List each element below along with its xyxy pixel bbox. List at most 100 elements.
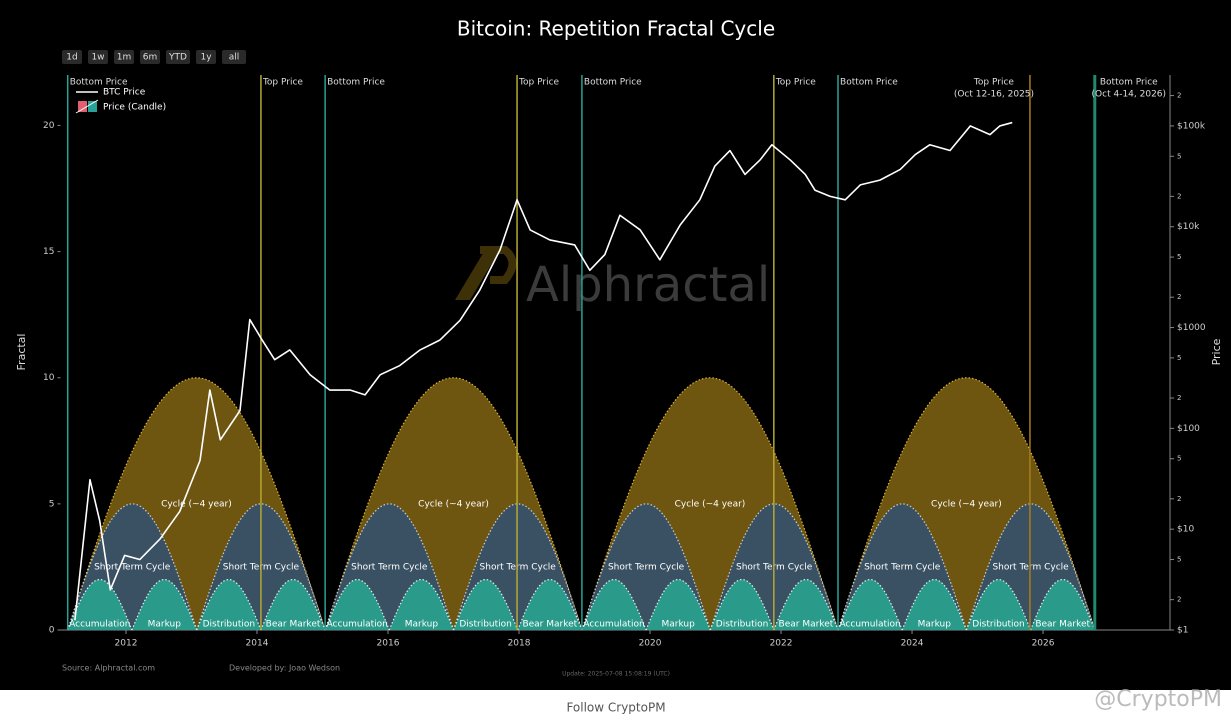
cycle-label: Bear Market [779, 620, 834, 630]
cycle-arch [260, 579, 326, 630]
cycle-arch [902, 579, 967, 630]
cycle-outline [67, 503, 198, 631]
range-button-label[interactable]: all [229, 53, 240, 63]
cycle-outline [452, 503, 583, 631]
cycle-label: Short Term Cycle [351, 563, 428, 573]
cycle-outline [965, 503, 1096, 631]
cycle-label: Cycle (~4 year) [675, 500, 746, 510]
y2-tick-label: $100k [1177, 121, 1206, 131]
range-button-label[interactable]: 1m [117, 53, 132, 63]
cycle-arch [1030, 579, 1095, 630]
range-button-label[interactable]: 1w [91, 53, 104, 63]
range-button-bg[interactable] [196, 50, 216, 64]
event-label: Bottom Price [70, 78, 128, 88]
range-button[interactable]: YTD [166, 50, 190, 64]
range-button-label[interactable]: 6m [143, 53, 158, 63]
x-tick-label: 2014 [246, 639, 269, 649]
cycle-arch [773, 579, 839, 630]
range-button[interactable]: all [222, 50, 246, 64]
legend-candle-icon [88, 101, 97, 112]
range-button[interactable]: 1m [114, 50, 134, 64]
cycle-outline [837, 377, 1096, 631]
cycle-label: Cycle (~4 year) [931, 500, 1002, 510]
y2-tick-label: 2 [1177, 596, 1181, 604]
cycle-arch [966, 579, 1031, 630]
y2-tick-label: 5 [1177, 455, 1181, 463]
cycle-label: Short Term Cycle [992, 563, 1069, 573]
y-tick-label: 0 [49, 626, 55, 636]
x-tick-label: 2024 [901, 639, 924, 649]
event-label: Top Price [973, 78, 1014, 88]
event-label: Bottom Price [840, 78, 898, 88]
legend: BTC Price Price (Candle) [75, 88, 166, 114]
x-tick-label: 2022 [770, 639, 793, 649]
cycle-label: Distribution [203, 620, 256, 630]
cycle-label: Accumulation [839, 620, 900, 630]
range-button[interactable]: 1y [196, 50, 216, 64]
price-line [74, 121, 1013, 621]
legend-candle-icon [78, 101, 87, 112]
range-button-label[interactable]: 1d [66, 53, 77, 63]
x-tick-label: 2012 [115, 639, 138, 649]
y2-tick-label: 2 [1177, 192, 1181, 200]
cycle-label: Distribution [459, 620, 512, 630]
y-tick-label: 15 [43, 247, 54, 257]
cycle-label: Cycle (~4 year) [418, 500, 489, 510]
range-button-bg[interactable] [114, 50, 134, 64]
cycle-outline [581, 377, 839, 631]
y2-tick-label: 5 [1177, 152, 1181, 160]
chart-title: Bitcoin: Repetition Fractal Cycle [457, 17, 775, 41]
event-label: Top Price [518, 78, 559, 88]
cycle-label: Short Term Cycle [608, 563, 685, 573]
cycle-arch [325, 579, 390, 630]
y-tick-label: 5 [49, 499, 55, 509]
range-button-bg[interactable] [88, 50, 108, 64]
footer-background [0, 690, 1231, 725]
cycle-label: Bear Market [1035, 620, 1090, 630]
range-button-bg[interactable] [62, 50, 82, 64]
range-button-bg[interactable] [166, 50, 190, 64]
y2-tick-label: 2 [1177, 394, 1181, 402]
cycle-arch [646, 579, 711, 630]
range-button-bg[interactable] [222, 50, 246, 64]
cycle-outline [196, 503, 326, 631]
cycle-arch [453, 579, 518, 630]
cycle-arch [838, 579, 903, 630]
x-tick-label: 2026 [1032, 639, 1055, 649]
cycle-label: Markup [662, 620, 696, 630]
y2-tick-label: 2 [1177, 92, 1181, 100]
event-date: (Oct 4-14, 2026) [1092, 90, 1167, 100]
cycle-outline [67, 377, 326, 631]
range-button[interactable]: 1d [62, 50, 82, 64]
cycle-label: Accumulation [583, 620, 644, 630]
event-label: Top Price [775, 78, 816, 88]
y2-tick-label: 2 [1177, 495, 1181, 503]
event-label: Top Price [262, 78, 303, 88]
cycle-arch [131, 579, 197, 630]
legend-label: Price (Candle) [103, 103, 166, 113]
cycle-label: Short Term Cycle [480, 563, 557, 573]
range-button[interactable]: 6m [140, 50, 160, 64]
cycle-arch [710, 579, 774, 630]
y2-tick-label: $10k [1177, 222, 1200, 232]
y2-tick-label: $10 [1177, 525, 1194, 535]
legend-label: BTC Price [103, 88, 146, 98]
y2-tick-label: $100 [1177, 424, 1200, 434]
y2-tick-label: 5 [1177, 253, 1181, 261]
cycle-label: Markup [918, 620, 952, 630]
y2-axis-label: Price [1210, 338, 1223, 365]
x-tick-label: 2018 [508, 639, 531, 649]
watermark-logo [455, 246, 517, 300]
cycle-outline [837, 503, 967, 631]
range-button-bg[interactable] [140, 50, 160, 64]
y2-tick-label: $1 [1177, 626, 1188, 636]
y-tick-label: 10 [43, 373, 55, 383]
event-label: Bottom Price [327, 78, 385, 88]
range-button[interactable]: 1w [88, 50, 108, 64]
x-tick-label: 2020 [639, 639, 662, 649]
x-tick-label: 2016 [377, 639, 400, 649]
range-button-label[interactable]: YTD [168, 53, 187, 63]
y-axis-label: Fractal [15, 334, 28, 371]
range-button-label[interactable]: 1y [200, 53, 212, 63]
